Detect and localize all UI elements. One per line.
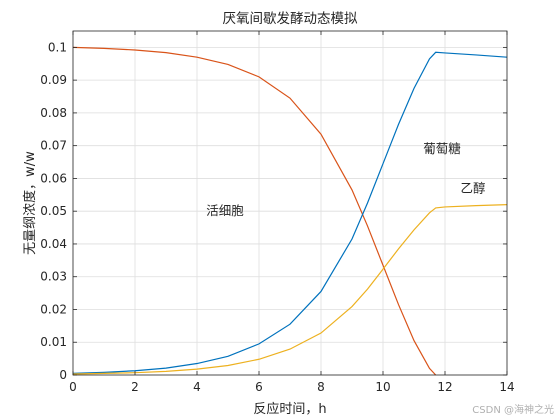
plot-area <box>73 31 507 375</box>
y-tick-label: 0.05 <box>40 204 67 218</box>
y-tick-label: 0.04 <box>40 237 67 251</box>
y-tick-label: 0 <box>59 368 67 382</box>
series-line-1 <box>72 46 437 376</box>
watermark: CSDN @海神之光 <box>472 403 554 416</box>
x-tick-label: 0 <box>69 380 77 394</box>
annotation-label: 葡萄糖 <box>423 141 461 156</box>
x-tick-label: 6 <box>255 380 263 394</box>
y-axis-label: 无量纲浓度，w/w <box>22 151 38 255</box>
x-tick-label: 8 <box>317 380 325 394</box>
x-tick-label: 14 <box>499 380 514 394</box>
y-tick-label: 0.07 <box>40 139 67 153</box>
y-tick-label: 0.03 <box>40 270 67 284</box>
series-line-3 <box>72 204 508 375</box>
chart-title: 厌氧间歇发酵动态模拟 <box>223 11 358 27</box>
x-tick-label: 10 <box>375 380 390 394</box>
y-tick-label: 0.06 <box>40 171 67 185</box>
y-tick-label: 0.1 <box>48 40 67 54</box>
x-tick-label: 12 <box>437 380 452 394</box>
ticks <box>72 31 508 376</box>
series-line-2 <box>72 51 508 374</box>
tick-labels: 0 2 4 6 8 10 12 14 0 0.01 0.02 0.03 0.04 0.05 0.06 0.07… <box>40 40 514 394</box>
y-tick-label: 0.02 <box>40 302 67 316</box>
annotation-label: 活细胞 <box>206 203 244 218</box>
y-tick-label: 0.09 <box>40 73 67 87</box>
y-tick-label: 0.08 <box>40 106 67 120</box>
plot-frame <box>72 30 508 376</box>
annotation-label: 乙醇 <box>461 180 486 195</box>
series-group <box>72 46 508 376</box>
x-axis-label: 反应时间，h <box>253 401 326 417</box>
x-tick-label: 2 <box>131 380 139 394</box>
x-tick-label: 4 <box>193 380 201 394</box>
y-tick-label: 0.01 <box>40 335 67 349</box>
